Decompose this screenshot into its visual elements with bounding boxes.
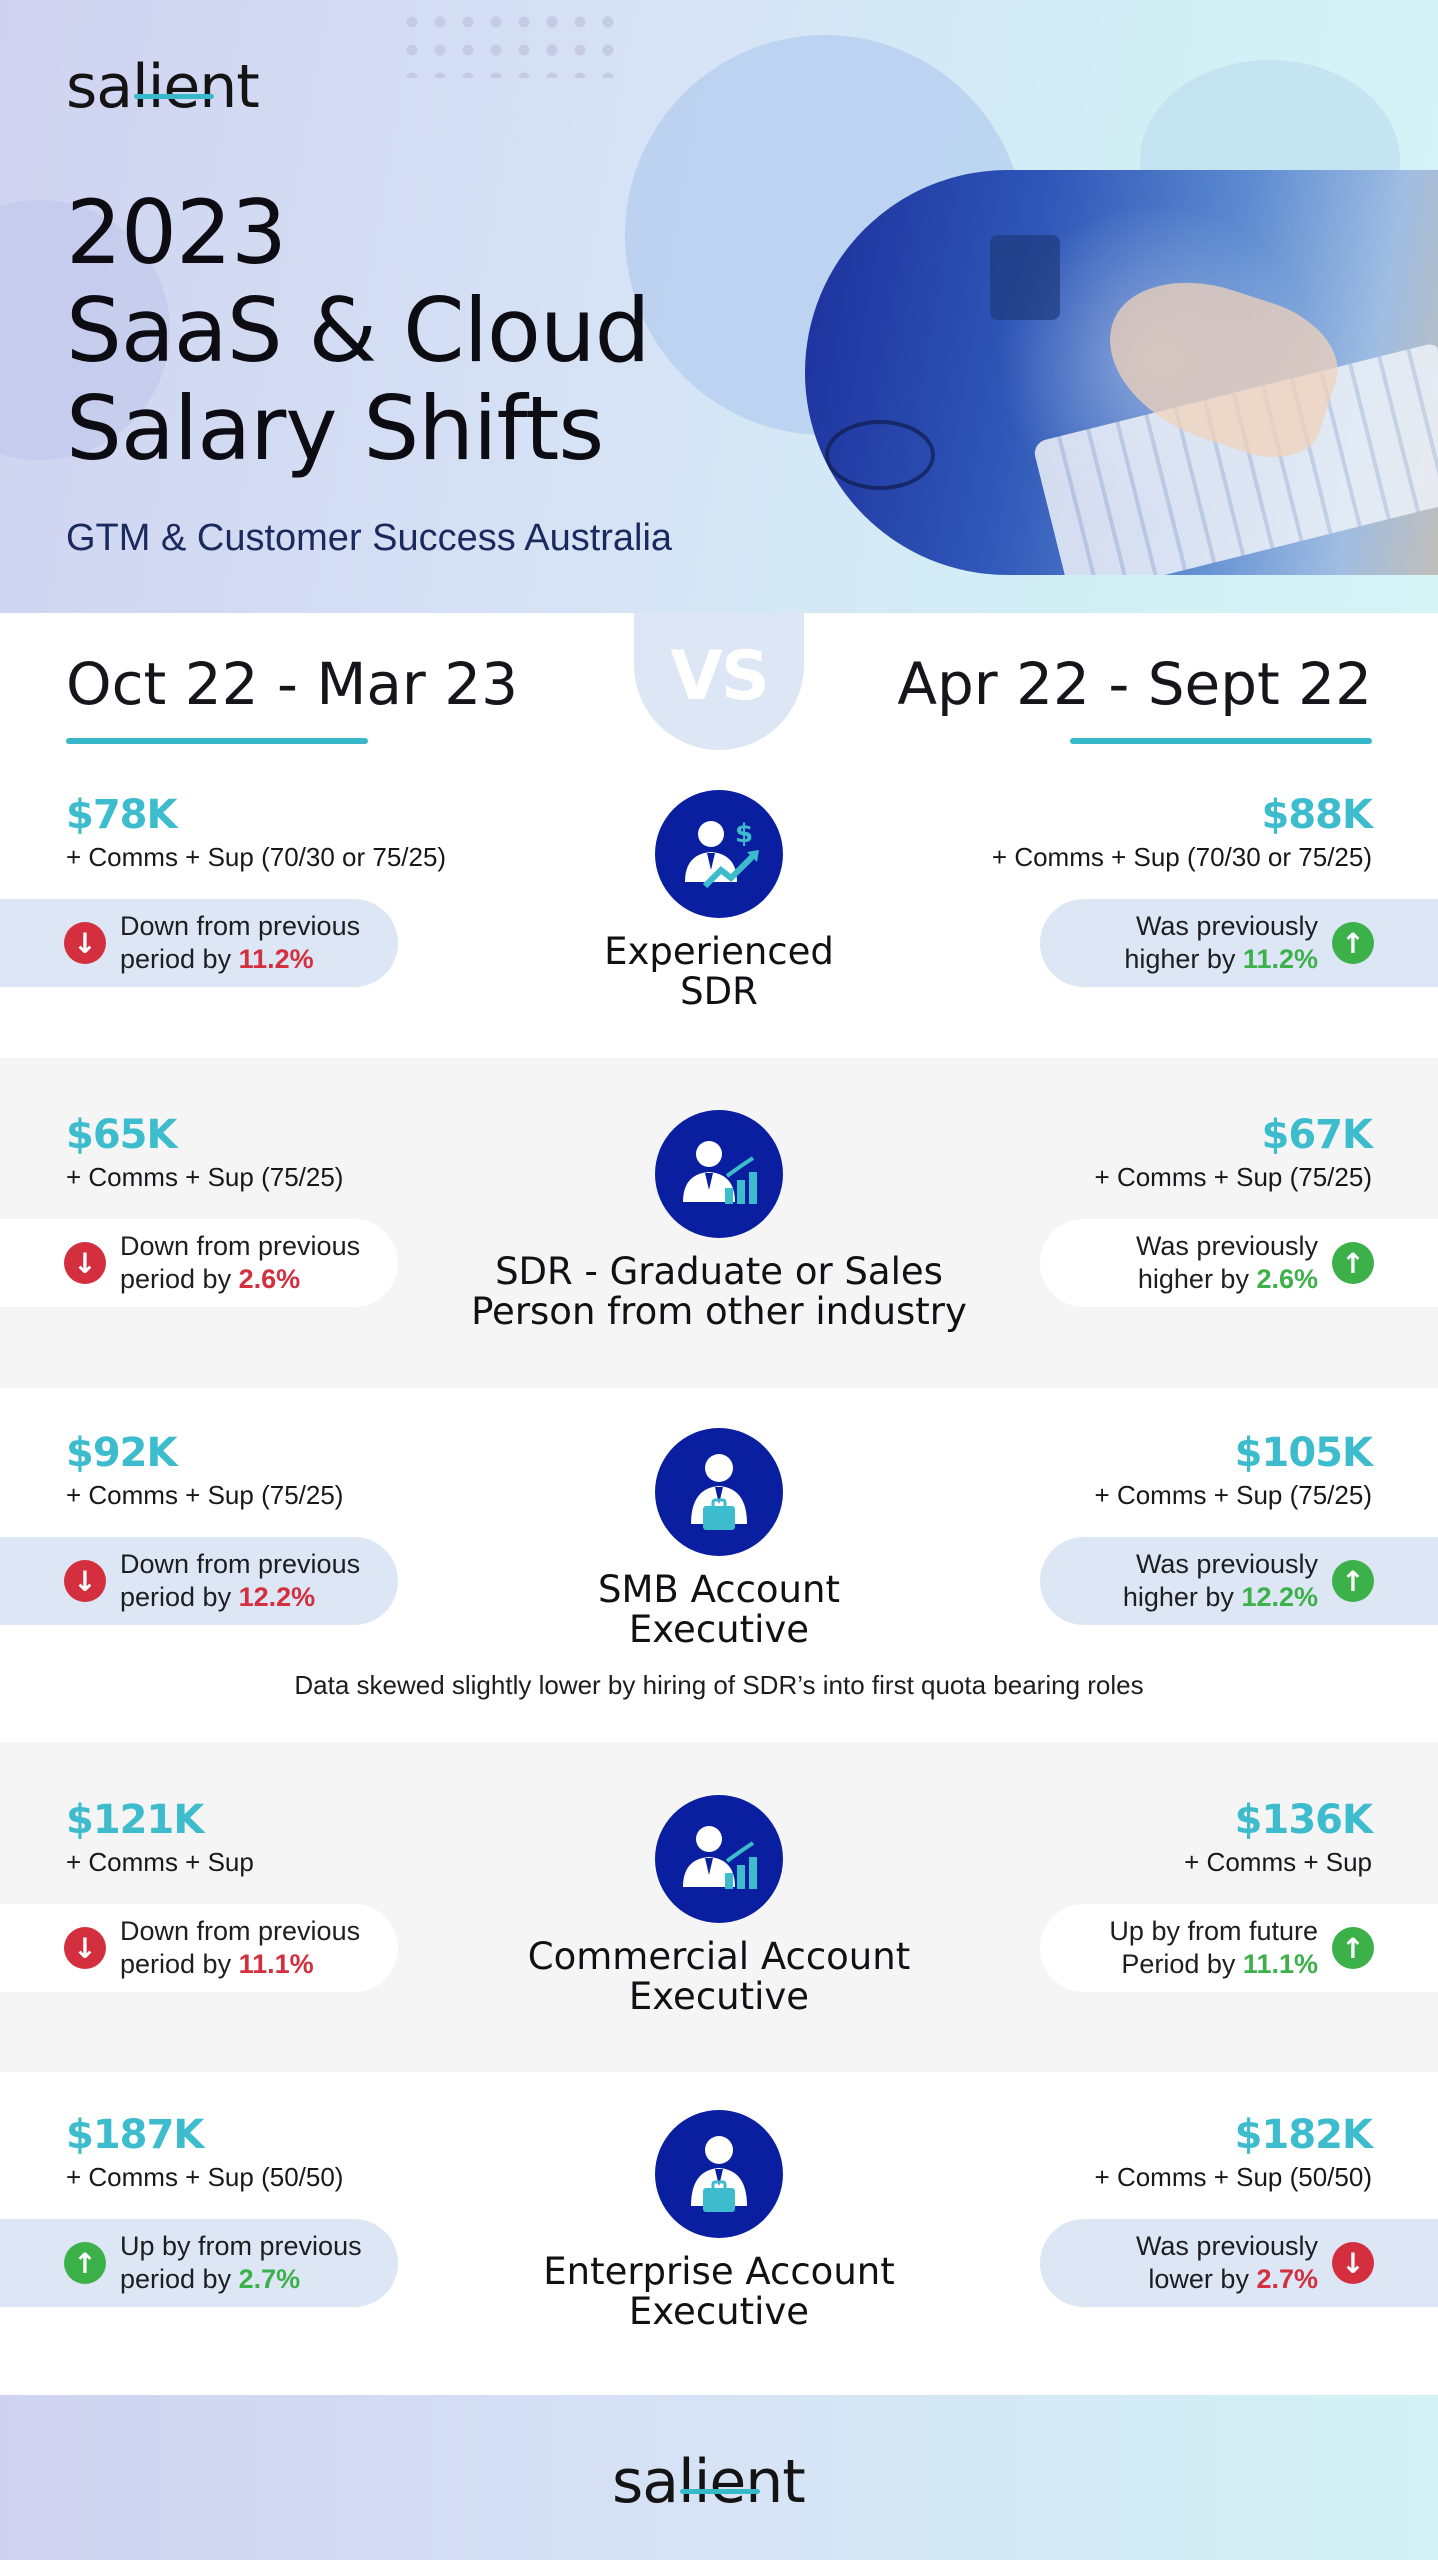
hero-photo-typing-calculator (805, 170, 1438, 575)
role-title: SDR - Graduate or Sales Person from othe… (471, 1250, 967, 1333)
businessman-briefcase-icon (655, 2110, 783, 2238)
page-subtitle: GTM & Customer Success Australia (66, 517, 673, 559)
arrow-down-icon: ↓ (64, 922, 106, 964)
right-change-pill: Was previously higher by 2.6% ↑ (1040, 1219, 1438, 1307)
right-salary-detail: + Comms + Sup (75/25) (1094, 1162, 1372, 1192)
hero-banner: salient 2023 SaaS & Cloud Salary Shifts … (0, 0, 1438, 613)
right-period-underline (1070, 738, 1372, 744)
right-change-pill: Up by from future Period by 11.1% ↑ (1040, 1904, 1438, 1992)
arrow-down-icon: ↓ (64, 1927, 106, 1969)
left-change-pill: ↑ Up by from previous period by 2.7% (0, 2219, 398, 2307)
footer-brand-logo: salient (612, 2447, 806, 2517)
arrow-down-icon: ↓ (64, 1560, 106, 1602)
businessman-briefcase-icon (655, 1428, 783, 1556)
right-change-pill: Was previously lower by 2.7% ↓ (1040, 2219, 1438, 2307)
svg-text:$: $ (735, 819, 753, 849)
right-salary-detail: + Comms + Sup (50/50) (1094, 2162, 1372, 2192)
right-change-pill: Was previously higher by 11.2% ↑ (1040, 899, 1438, 987)
left-salary-amount: $92K (66, 1430, 177, 1476)
left-salary-detail: + Comms + Sup (50/50) (66, 2162, 344, 2192)
right-salary-detail: + Comms + Sup (75/25) (1094, 1480, 1372, 1510)
right-salary-amount: $105K (1234, 1430, 1373, 1476)
right-salary-detail: + Comms + Sup (70/30 or 75/25) (991, 842, 1372, 872)
executive-dollar-growth-icon: $ (655, 790, 783, 918)
footer-banner: salient (0, 2395, 1438, 2560)
left-change-pill: ↓ Down from previous period by 11.2% (0, 899, 398, 987)
brand-logo: salient (66, 52, 260, 122)
arrow-up-icon: ↑ (64, 2242, 106, 2284)
left-salary-amount: $65K (66, 1112, 177, 1158)
right-salary-amount: $136K (1234, 1797, 1373, 1843)
person-bar-chart-icon (655, 1795, 783, 1923)
left-salary-detail: + Comms + Sup (75/25) (66, 1480, 344, 1510)
role-title: SMB Account Executive (598, 1568, 840, 1651)
arrow-up-icon: ↑ (1332, 1242, 1374, 1284)
arrow-up-icon: ↑ (1332, 1927, 1374, 1969)
left-salary-detail: + Comms + Sup (75/25) (66, 1162, 344, 1192)
dot-pattern-decoration (398, 8, 628, 78)
left-salary-detail: + Comms + Sup (66, 1847, 254, 1877)
role-title: Enterprise Account Executive (543, 2250, 895, 2333)
arrow-down-icon: ↓ (1332, 2242, 1374, 2284)
left-period-underline (66, 738, 368, 744)
footnote: Data skewed slightly lower by hiring of … (294, 1670, 1144, 1700)
right-salary-amount: $67K (1261, 1112, 1373, 1158)
right-change-pill: Was previously higher by 12.2% ↑ (1040, 1537, 1438, 1625)
right-salary-amount: $88K (1261, 792, 1373, 838)
left-change-pill: ↓ Down from previous period by 2.6% (0, 1219, 398, 1307)
right-period-heading: Apr 22 - Sept 22 (897, 650, 1372, 718)
left-change-pill: ↓ Down from previous period by 11.1% (0, 1904, 398, 1992)
left-period-heading: Oct 22 - Mar 23 (66, 650, 574, 718)
arrow-down-icon: ↓ (64, 1242, 106, 1284)
role-title: Experienced SDR (604, 930, 834, 1013)
role-title: Commercial Account Executive (527, 1935, 911, 2018)
person-bar-chart-icon (655, 1110, 783, 1238)
arrow-up-icon: ↑ (1332, 1560, 1374, 1602)
page-title: 2023 SaaS & Cloud Salary Shifts (66, 181, 651, 480)
left-change-pill: ↓ Down from previous period by 12.2% (0, 1537, 398, 1625)
left-salary-amount: $187K (66, 2112, 204, 2158)
left-salary-amount: $78K (66, 792, 177, 838)
left-salary-amount: $121K (66, 1797, 204, 1843)
vs-badge: VS (634, 613, 804, 750)
arrow-up-icon: ↑ (1332, 922, 1374, 964)
left-salary-detail: + Comms + Sup (70/30 or 75/25) (66, 842, 447, 872)
right-salary-amount: $182K (1234, 2112, 1373, 2158)
right-salary-detail: + Comms + Sup (1184, 1847, 1372, 1877)
